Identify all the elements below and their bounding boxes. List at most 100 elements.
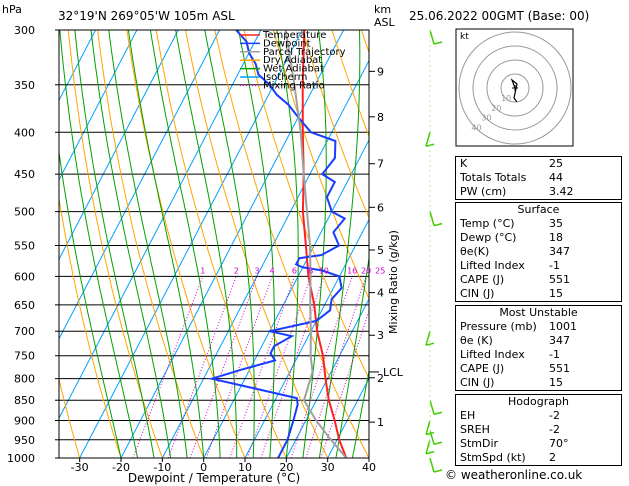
- pressure-tick-label: 300: [14, 24, 35, 37]
- wet-adiabat-line: [352, 368, 369, 458]
- table-row-label: Lifted Index: [460, 259, 525, 272]
- pressure-tick-label: 550: [14, 239, 35, 252]
- table-row: Temp (°C) 35: [456, 217, 621, 231]
- table-row-value: 15: [549, 287, 563, 300]
- isotherm-line: [244, 218, 369, 458]
- most-unstable-table: Most Unstable Pressure (mb) 1001 θe (K) 347 L…: [455, 305, 622, 391]
- dry-adiabat-line: [126, 30, 246, 458]
- mixing-ratio-axis-title: Mixing Ratio (g/kg): [387, 230, 400, 334]
- isotherm-line: [79, 30, 303, 458]
- isotherm-line: [59, 30, 138, 181]
- table-row: CIN (J) 15: [456, 287, 621, 301]
- table-row: SREH -2: [456, 423, 621, 437]
- hpa-label: hPa: [2, 3, 22, 16]
- table-row-value: 18: [549, 231, 563, 244]
- table-row: PW (cm) 3.42: [456, 185, 621, 199]
- pressure-tick-label: 1000: [7, 452, 35, 465]
- table-row-value: 3.42: [549, 185, 574, 198]
- table-row: θe(K) 347: [456, 245, 621, 259]
- wind-barb: [429, 457, 435, 473]
- legend-entry: Isotherm: [263, 72, 307, 83]
- wind-barb: [429, 430, 435, 445]
- table-row-label: SREH: [460, 423, 490, 436]
- table-row-label: PW (cm): [460, 185, 507, 198]
- wind-barb-flag: [433, 469, 443, 473]
- table-row-label: Lifted Index: [460, 348, 525, 361]
- mixing-ratio-line: [290, 276, 353, 458]
- pressure-tick-label: 350: [14, 79, 35, 92]
- table-row-value: 44: [549, 171, 563, 184]
- height-tick-label: 3: [377, 329, 384, 342]
- table-row-label: θe (K): [460, 334, 493, 347]
- hodograph-ring: [486, 59, 544, 117]
- legend-entry: Wet Adiabat: [263, 64, 324, 75]
- mixing-ratio-label: 8: [308, 266, 313, 275]
- mixing-ratio-label: 16: [347, 266, 357, 275]
- table-row-label: Totals Totals: [460, 171, 527, 184]
- wet-adiabat-line: [149, 30, 221, 458]
- wind-barb-flag: [433, 441, 443, 446]
- table-row: CAPE (J) 551: [456, 273, 621, 287]
- wind-barb: [429, 400, 435, 415]
- km-label: km: [374, 3, 391, 16]
- table-row: CAPE (J) 551: [456, 362, 621, 376]
- mixing-ratio-label: 1: [200, 266, 205, 275]
- table-row-value: 25: [549, 157, 563, 170]
- hodograph-ring-label: 20: [491, 104, 501, 113]
- temperature-tick-label: -20: [112, 461, 130, 474]
- mixing-ratio-label: 10: [319, 266, 329, 275]
- height-tick-label: 1: [377, 416, 384, 429]
- height-tick-label: 5: [377, 244, 384, 257]
- wind-barb: [425, 132, 431, 147]
- table-row: StmSpd (kt) 2: [456, 451, 621, 465]
- chart-axes: 1 2 3 4 6 8 10 16 20 2530035040045050055060065070…: [7, 24, 404, 474]
- pressure-tick-label: 500: [14, 206, 35, 219]
- wet-adiabat-line: [59, 148, 122, 458]
- table-row-label: θe(K): [460, 245, 490, 258]
- table-section-title: Most Unstable: [499, 306, 578, 319]
- mixing-ratio-line: [305, 276, 367, 458]
- table-section-title: Hodograph: [508, 395, 569, 408]
- mixing-ratio-line: [246, 276, 312, 458]
- table-row-value: 551: [549, 273, 570, 286]
- legend-entry: Mixing Ratio: [263, 80, 325, 91]
- table-row-value: 2: [549, 451, 556, 464]
- wet-adiabat-line: [127, 30, 205, 458]
- table-row: Totals Totals 44: [456, 171, 621, 185]
- wet-adiabat-line: [204, 30, 255, 458]
- table-row-label: CIN (J): [460, 376, 495, 389]
- temperature-tick-label: 30: [321, 461, 335, 474]
- table-row-label: K: [460, 157, 468, 170]
- dry-adiabat-line: [97, 30, 205, 458]
- wind-barb-flag: [425, 451, 435, 455]
- height-tick-label: 7: [377, 158, 384, 171]
- temperature-profile: [301, 30, 348, 458]
- wind-barb-flag: [433, 41, 443, 45]
- wind-barb-flag: [425, 342, 435, 346]
- mixing-ratio-line: [132, 276, 204, 458]
- table-row-label: CAPE (J): [460, 273, 505, 286]
- table-row-value: 551: [549, 362, 570, 375]
- wind-barb: [429, 29, 435, 45]
- table-row-label: Temp (°C): [460, 217, 515, 230]
- isotherm-line: [161, 59, 369, 458]
- isotherm-line: [285, 297, 369, 458]
- pressure-tick-label: 650: [14, 299, 35, 312]
- dry-adiabat-line: [272, 30, 369, 300]
- table-row: Pressure (mb) 1001: [456, 320, 621, 334]
- wind-barb-flag: [433, 222, 443, 227]
- wet-adiabat-line: [276, 30, 299, 458]
- table-row-label: CAPE (J): [460, 362, 505, 375]
- legend-entry: Dewpoint: [263, 38, 311, 49]
- table-row-label: StmDir: [460, 437, 499, 450]
- table-row-value: 347: [549, 334, 570, 347]
- temperature-tick-label: 40: [362, 461, 376, 474]
- dry-adiabat-line: [59, 195, 122, 458]
- wet-adiabat-line: [90, 30, 172, 458]
- pressure-tick-label: 800: [14, 373, 35, 386]
- x-axis-title: Dewpoint / Temperature (°C): [128, 471, 300, 485]
- table-row-value: 1001: [549, 320, 577, 333]
- isotherm-line: [203, 138, 369, 458]
- dry-adiabat-line: [185, 30, 329, 458]
